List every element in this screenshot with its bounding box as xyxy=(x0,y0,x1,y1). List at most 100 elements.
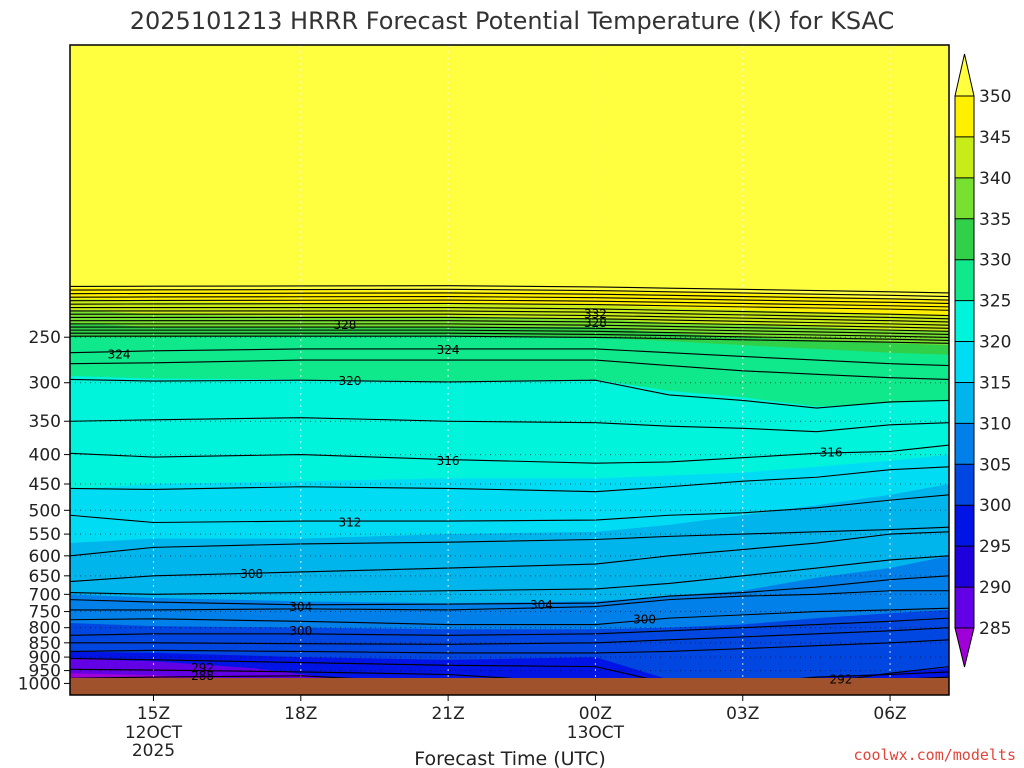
y-tick-label: 600 xyxy=(29,547,61,567)
y-tick-label: 500 xyxy=(29,501,61,521)
contour-label: 292 xyxy=(830,673,853,687)
colorbar-segment xyxy=(955,546,974,588)
y-tick-label: 750 xyxy=(29,603,61,623)
x-tick-label: 21Z xyxy=(431,704,464,724)
colorbar-segment xyxy=(955,300,974,342)
contour-label: 308 xyxy=(240,567,263,581)
colorbar-segment xyxy=(955,341,974,383)
y-tick-label: 850 xyxy=(29,634,61,654)
y-tick-label: 900 xyxy=(29,648,61,668)
x-axis-label: Forecast Time (UTC) xyxy=(414,748,605,768)
contour-line xyxy=(70,590,949,611)
contour-line xyxy=(70,302,949,311)
colorbar-label: 350 xyxy=(979,87,1011,107)
colorbar-label: 315 xyxy=(979,373,1011,393)
x-tick-label: 03Z xyxy=(726,704,759,724)
colorbar-label: 290 xyxy=(979,578,1011,598)
contour-line xyxy=(70,444,949,464)
y-tick-label: 700 xyxy=(29,585,61,605)
contour-line xyxy=(70,323,949,332)
y-tick-label: 800 xyxy=(29,619,61,639)
y-tick-label: 950 xyxy=(29,662,61,682)
colorbar-label: 330 xyxy=(979,251,1011,271)
colorbar-label: 305 xyxy=(979,455,1011,475)
contour-label: 292 xyxy=(191,661,214,675)
colorbar-segment xyxy=(955,218,974,260)
contour-label: 324 xyxy=(437,343,460,357)
x-tick-label: 00Z xyxy=(579,704,612,724)
contour-line xyxy=(70,575,949,606)
contour-line xyxy=(70,417,949,433)
contour-label: 316 xyxy=(437,454,460,468)
gridlines xyxy=(70,45,949,695)
y-tick-label: 1000 xyxy=(18,674,61,694)
contour-label: 300 xyxy=(289,624,312,638)
contour-label: 288 xyxy=(191,669,214,683)
x-tick-year: 2025 xyxy=(132,741,175,761)
colorbar-label: 340 xyxy=(979,169,1011,189)
filled-contours xyxy=(70,45,949,695)
colorbar-segment xyxy=(955,587,974,628)
contour-line xyxy=(70,526,949,557)
contour-label: 316 xyxy=(820,446,843,460)
colorbar-label: 295 xyxy=(979,537,1011,557)
colorbar-label: 310 xyxy=(979,414,1011,434)
colorbar-segment xyxy=(955,259,974,301)
contour-line xyxy=(70,617,949,636)
y-tick-label: 350 xyxy=(29,412,61,432)
contour-lines xyxy=(70,285,949,684)
x-tick-date: 13OCT xyxy=(567,723,625,743)
colorbar-label: 300 xyxy=(979,496,1011,516)
contour-line xyxy=(70,531,949,583)
colorbar-segment xyxy=(955,382,974,424)
contour-line xyxy=(70,378,949,409)
contour-line xyxy=(70,639,949,654)
y-tick-label: 650 xyxy=(29,567,61,587)
colorbar-segment xyxy=(955,136,974,178)
colorbar-segment xyxy=(955,464,974,506)
contour-label: 324 xyxy=(108,348,131,362)
colorbar: 285 290 295 300 305 310 315 320 325 330 335 340 345 3… xyxy=(954,53,1011,668)
x-tick-label: 06Z xyxy=(873,704,906,724)
watermark: coolwx.com/modelts xyxy=(853,746,1016,764)
contour-line xyxy=(70,332,949,341)
chart-title: 2025101213 HRRR Forecast Potential Tempe… xyxy=(130,7,895,35)
contour-line xyxy=(70,335,949,344)
colorbar-segment xyxy=(955,177,974,219)
colorbar-max-arrow xyxy=(954,53,975,97)
y-tick-label: 550 xyxy=(29,525,61,545)
colorbar-segment xyxy=(955,96,974,137)
contour-line xyxy=(70,494,949,524)
contour-line xyxy=(70,555,949,595)
contour-line xyxy=(70,292,949,301)
contour-line xyxy=(70,307,949,317)
contour-line xyxy=(70,359,949,380)
colorbar-label: 345 xyxy=(979,128,1011,148)
contour-line xyxy=(70,285,949,294)
contour-line xyxy=(70,299,949,308)
contour-line xyxy=(70,288,949,298)
x-tick-date: 12OCT xyxy=(125,723,183,743)
contour-label: 300 xyxy=(633,613,656,627)
contour-label: 304 xyxy=(289,600,312,614)
contour-label: 328 xyxy=(334,318,357,332)
contour-line xyxy=(70,466,949,493)
colorbar-label: 335 xyxy=(979,210,1011,230)
contour-line xyxy=(70,326,949,335)
x-tick-label: 18Z xyxy=(284,704,317,724)
y-tick-label: 400 xyxy=(29,446,61,466)
colorbar-label: 320 xyxy=(979,333,1011,353)
contour-line xyxy=(70,313,949,323)
y-tick-label: 450 xyxy=(29,475,61,495)
y-tick-label: 250 xyxy=(29,328,61,348)
contour-line xyxy=(70,329,949,338)
contour-label: 312 xyxy=(338,515,361,529)
contour-label: 304 xyxy=(530,598,553,612)
colorbar-segment xyxy=(955,423,974,465)
contour-line xyxy=(70,348,949,367)
plot-area xyxy=(70,45,949,695)
contour-label: 332 xyxy=(584,307,607,321)
y-axis-ticks: 2503003504004505005506006507007508008509… xyxy=(18,328,70,694)
